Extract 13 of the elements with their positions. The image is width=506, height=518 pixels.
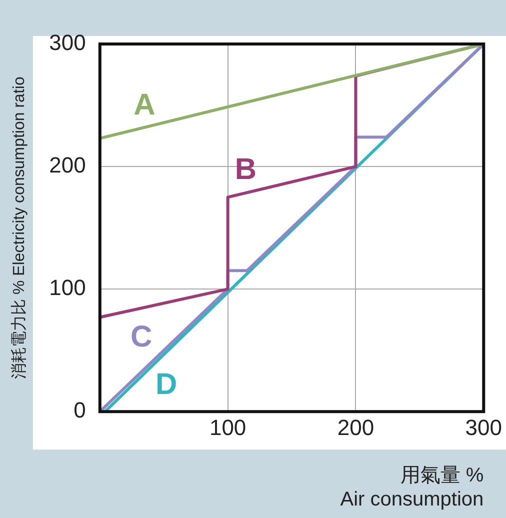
series-label: A (134, 88, 156, 122)
y-tick-label: 100 (49, 275, 86, 300)
y-tick-label: 200 (49, 152, 86, 178)
y-axis-title: 消耗電力比 % Electricity consumption ratio (10, 76, 28, 379)
series-label: B (234, 153, 257, 186)
x-tick-label: 100 (209, 414, 246, 440)
series-label: C (130, 320, 152, 354)
series-label: D (155, 368, 178, 402)
y-tick-label: 300 (49, 30, 86, 56)
x-tick-label: 300 (465, 414, 502, 440)
x-axis-title: 用氣量 % Air consumption (340, 464, 484, 511)
y-tick-label: 0 (74, 398, 86, 423)
x-tick-label: 200 (337, 414, 374, 440)
